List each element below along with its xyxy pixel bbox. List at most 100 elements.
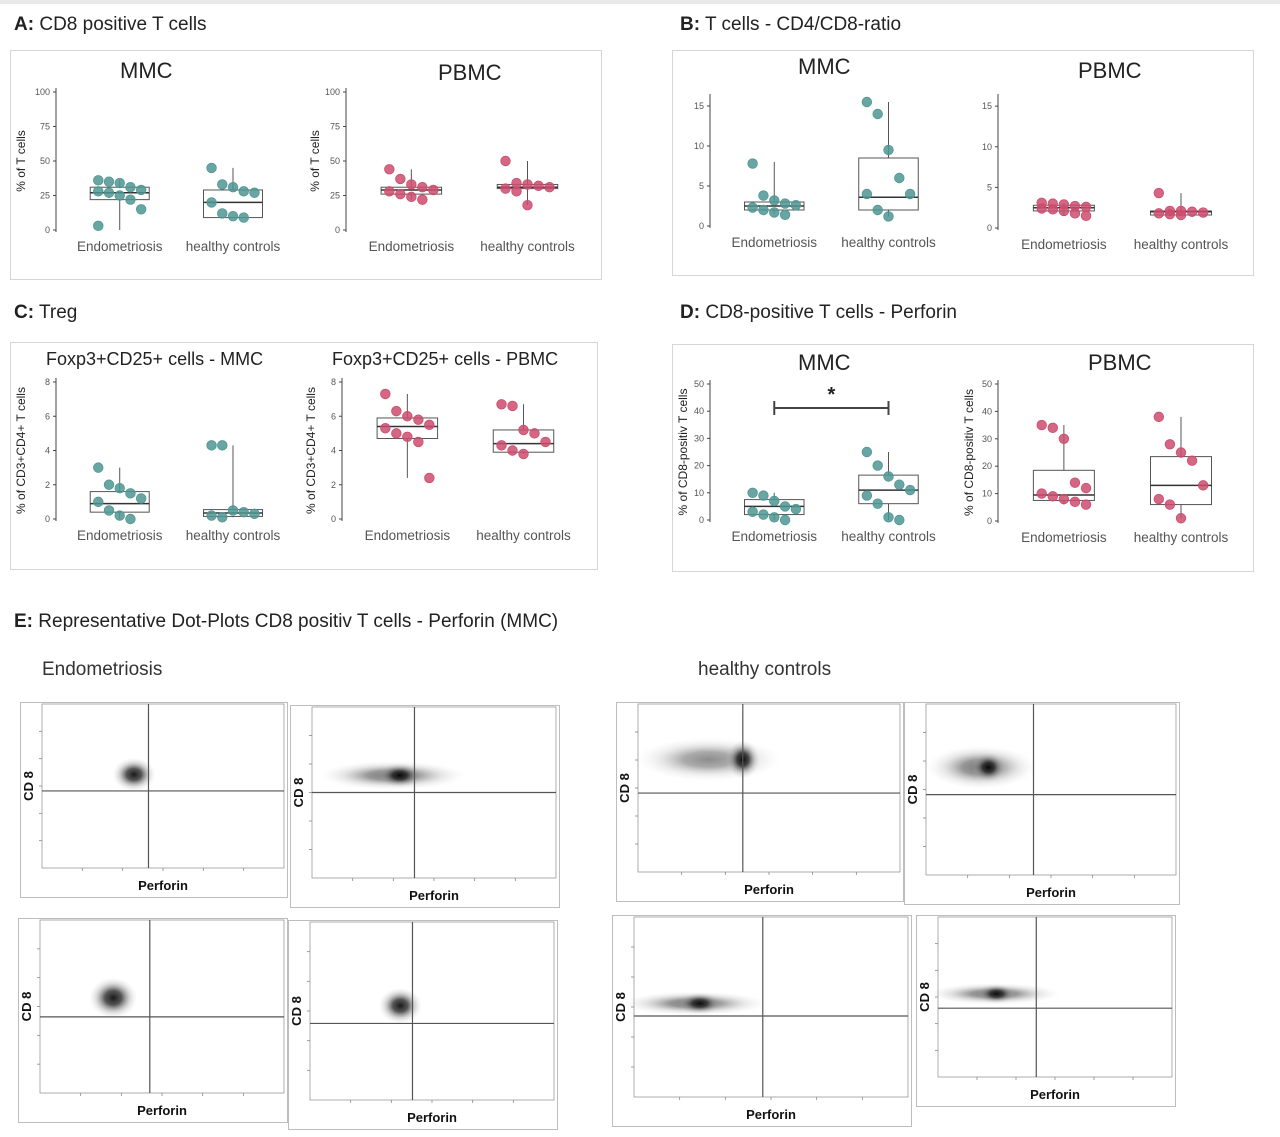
- data-point: [533, 180, 544, 192]
- data-point: [1036, 488, 1047, 499]
- data-point: [1153, 411, 1165, 423]
- data-point: [1080, 210, 1092, 222]
- y-tick-label: 30: [982, 434, 992, 444]
- y-tick-label: 10: [982, 489, 992, 499]
- data-point: [103, 479, 115, 490]
- data-point: [384, 164, 395, 175]
- flow-x-label: Perforin: [1026, 885, 1076, 900]
- data-point: [206, 440, 217, 451]
- data-point: [1058, 205, 1070, 217]
- data-point: [125, 194, 136, 205]
- data-point: [135, 204, 147, 215]
- data-point: [249, 508, 260, 520]
- x-tick-label: healthy controls: [841, 235, 936, 250]
- data-point: [904, 484, 916, 496]
- x-tick-label: healthy controls: [186, 528, 281, 543]
- data-point: [395, 188, 406, 200]
- y-tick-label: 0: [331, 514, 336, 524]
- data-point: [114, 177, 125, 189]
- data-point: [402, 431, 413, 443]
- data-point: [1197, 207, 1209, 218]
- x-tick-label: Endometriosis: [731, 235, 817, 250]
- data-point: [883, 512, 894, 523]
- y-tick-label: 2: [45, 480, 50, 490]
- x-tick-label: healthy controls: [841, 529, 936, 544]
- data-point: [135, 493, 147, 504]
- density-cloud: [971, 752, 1006, 782]
- y-tick-label: 5: [699, 181, 704, 191]
- data-point: [872, 108, 883, 120]
- data-point: [1047, 422, 1058, 434]
- top-divider: [0, 0, 1280, 4]
- y-tick-label: 0: [45, 225, 50, 235]
- data-point: [518, 448, 529, 460]
- panel-d-frame: [672, 344, 1254, 572]
- chart-d-mmc: MMC 0 10 20 30 40 50 % of CD8-positiv T cells En…: [676, 350, 936, 544]
- flow-y-label: CD 8: [917, 982, 932, 1012]
- flow-x-label: Perforin: [744, 882, 794, 897]
- data-point: [769, 512, 780, 523]
- chart-d-pbmc: PBMC 0 10 20 30 40 50 % of CD8-positiv T cells E…: [962, 350, 1229, 545]
- y-tick-label: 20: [694, 461, 704, 471]
- flow-plot: CD 8 Perforin: [18, 918, 288, 1123]
- density-cloud: [112, 757, 156, 792]
- data-point: [406, 179, 417, 190]
- box: [858, 157, 919, 211]
- density-cloud: [378, 987, 422, 1024]
- y-tick-label: 30: [694, 433, 704, 443]
- data-point: [883, 471, 894, 482]
- section-e-title: E: Representative Dot-Plots CD8 positiv …: [14, 611, 559, 632]
- data-point: [1186, 206, 1198, 217]
- y-axis-label: % of CD8-positiv T cells: [962, 389, 976, 516]
- chart-b-mmc: MMC 0 5 10 15 Endometriosis healthy controls: [694, 54, 936, 250]
- data-point: [1058, 493, 1070, 505]
- data-point: [1153, 187, 1165, 199]
- chart-b-pbmc: PBMC 0 5 10 15 Endometriosis healthy controls: [982, 58, 1229, 252]
- data-point: [747, 506, 758, 518]
- data-point: [861, 446, 873, 458]
- flow-plot-area: [925, 703, 1177, 876]
- chart-title: PBMC: [438, 60, 502, 85]
- chart-title: MMC: [120, 58, 173, 83]
- x-tick-label: healthy controls: [476, 528, 571, 543]
- data-point: [227, 505, 239, 516]
- data-point: [93, 220, 104, 232]
- flow-x-label: Perforin: [407, 1110, 457, 1125]
- data-point: [500, 183, 511, 194]
- data-point: [769, 207, 780, 218]
- data-point: [1153, 208, 1165, 219]
- flow-plot: CD 8 Perforin: [20, 702, 288, 898]
- data-point: [391, 405, 402, 417]
- data-point: [93, 175, 104, 186]
- data-point: [872, 204, 883, 216]
- data-point: [1058, 433, 1070, 445]
- data-point: [1197, 480, 1209, 491]
- y-axis-label: % of T cells: [14, 130, 28, 192]
- data-point: [93, 462, 104, 473]
- data-point: [238, 506, 249, 518]
- group-label-endometriosis: Endometriosis: [42, 659, 163, 680]
- x-tick-label: Endometriosis: [1021, 530, 1107, 545]
- x-tick-label: Endometriosis: [77, 528, 163, 543]
- data-point: [238, 186, 249, 197]
- density-cloud: [378, 763, 422, 788]
- y-tick-label: 20: [982, 461, 992, 471]
- data-point: [496, 440, 507, 451]
- data-point: [391, 428, 402, 439]
- flow-plot-area: [41, 703, 285, 869]
- data-point: [217, 440, 228, 451]
- data-point: [217, 179, 228, 190]
- flow-x-label: Perforin: [138, 878, 188, 893]
- data-point: [747, 158, 758, 169]
- data-point: [125, 513, 136, 525]
- flow-plot: CD 8 Perforin: [916, 915, 1176, 1107]
- data-point: [125, 488, 136, 499]
- data-point: [779, 514, 791, 526]
- data-point: [758, 509, 769, 520]
- data-point: [507, 445, 518, 456]
- flow-y-label: CD 8: [905, 775, 920, 805]
- data-point: [758, 490, 769, 501]
- data-point: [93, 186, 104, 197]
- y-tick-label: 0: [335, 225, 340, 235]
- y-tick-label: 100: [35, 87, 50, 97]
